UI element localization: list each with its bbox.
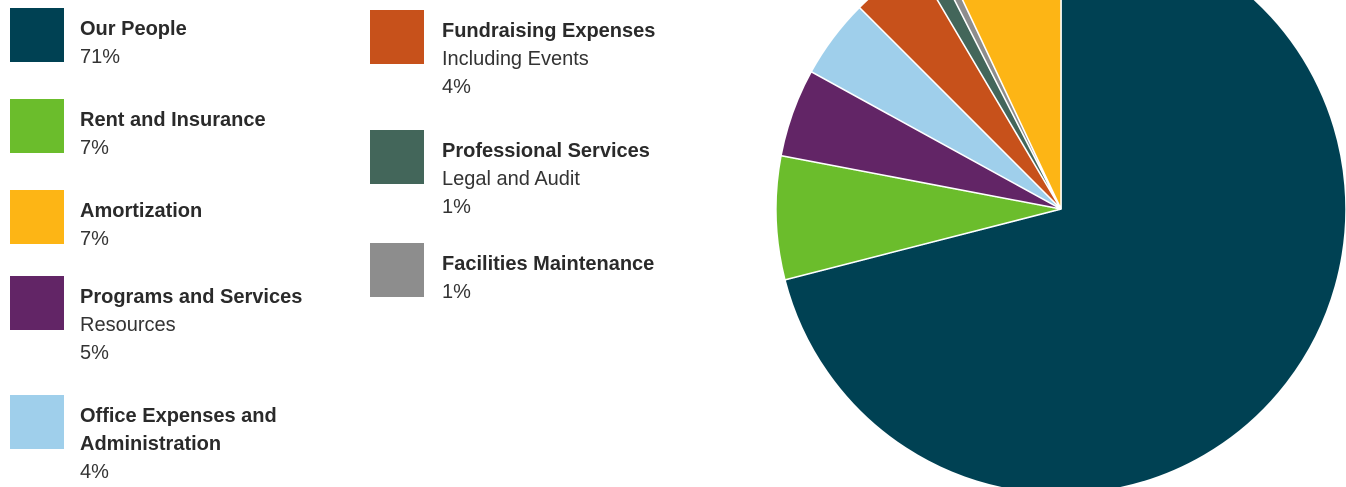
legend-swatch: [370, 10, 424, 64]
legend-title: Rent and Insurance: [80, 109, 266, 131]
legend-title-line2: Administration: [80, 433, 222, 455]
legend-title: Facilities Maintenance: [442, 253, 655, 275]
legend-percent: 71%: [80, 46, 121, 68]
legend-title: Our People: [80, 18, 187, 40]
legend-percent: 5%: [80, 342, 109, 364]
legend-title: Fundraising Expenses: [442, 20, 656, 42]
legend-percent: 1%: [442, 281, 471, 303]
legend-swatch: [370, 130, 424, 184]
legend-percent: 1%: [442, 196, 471, 218]
legend-percent: 4%: [80, 461, 109, 483]
legend-percent: 7%: [80, 137, 109, 159]
legend-swatch: [10, 395, 64, 449]
legend-swatch: [370, 243, 424, 297]
pie-slice-facilities-maintenance: [953, 0, 1062, 210]
legend-percent: 4%: [442, 76, 471, 98]
pie-slice-rent-and-insurance: [775, 154, 1062, 281]
legend-subtitle: Including Events: [442, 48, 589, 70]
pie-slice-our-people: [784, 0, 1346, 487]
legend-subtitle: Resources: [80, 314, 176, 336]
legend-title: Professional Services: [442, 140, 650, 162]
legend-subtitle: Legal and Audit: [442, 168, 580, 190]
legend-swatch: [10, 99, 64, 153]
legend-title: Programs and Services: [80, 286, 303, 308]
legend-swatch: [10, 276, 64, 330]
pie-slice-amortization: [961, 0, 1062, 210]
pie-slice-fundraising-expenses: [858, 0, 1062, 210]
legend-swatch: [10, 8, 64, 62]
legend-percent: 7%: [80, 228, 109, 250]
legend-title: Office Expenses and: [80, 405, 277, 427]
legend-swatch: [10, 190, 64, 244]
legend-title: Amortization: [80, 200, 203, 222]
